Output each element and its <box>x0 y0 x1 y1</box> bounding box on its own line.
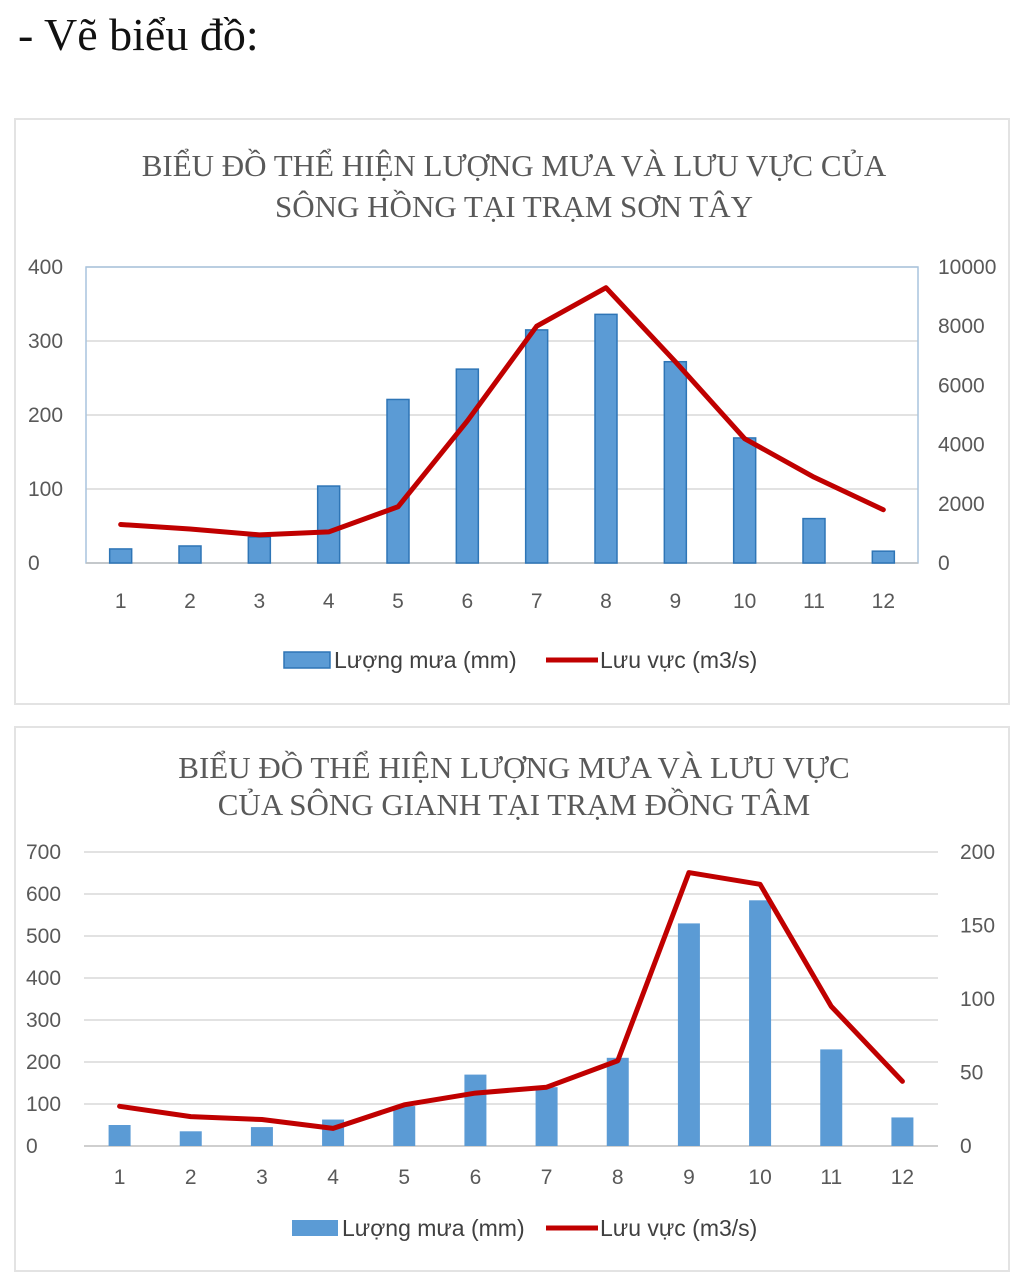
bar-9 <box>663 360 688 564</box>
left-axis-tick: 0 <box>26 1135 38 1158</box>
chart-song-gianh: BIỂU ĐỒ THỂ HIỆN LƯỢNG MƯA VÀ LƯU VỰCCỦA… <box>26 749 995 1241</box>
left-axis-tick: 200 <box>28 404 63 427</box>
right-axis-tick: 50 <box>960 1062 983 1085</box>
x-axis-tick: 11 <box>820 1166 842 1189</box>
bar-10 <box>732 437 757 564</box>
line-series-luu-vuc <box>118 285 886 538</box>
right-axis-tick: 200 <box>960 841 995 864</box>
x-axis-tick: 2 <box>184 590 196 613</box>
chart-title-line: SÔNG HỒNG TẠI TRẠM SƠN TÂY <box>275 188 753 224</box>
left-axis-tick: 300 <box>26 1009 61 1032</box>
line-series-luu-vuc <box>117 870 905 1131</box>
x-axis-tick: 12 <box>891 1166 914 1189</box>
x-axis-tick: 9 <box>669 590 681 613</box>
x-axis-tick: 8 <box>600 590 612 613</box>
right-axis-tick: 150 <box>960 915 995 938</box>
bar-5 <box>386 398 410 564</box>
bar-6 <box>455 368 480 564</box>
page-heading: - Vẽ biểu đồ: <box>18 9 259 60</box>
bar-3 <box>247 536 272 564</box>
chart-card-song-gianh: BIỂU ĐỒ THỂ HIỆN LƯỢNG MƯA VÀ LƯU VỰC CỦA… <box>14 726 1010 1272</box>
bar-8 <box>606 1057 629 1146</box>
x-axis-tick: 7 <box>531 590 543 613</box>
bar-1 <box>108 1125 131 1146</box>
left-axis-tick: 100 <box>26 1093 61 1116</box>
chart-title-line: CỦA SÔNG GIANH TẠI TRẠM ĐỒNG TÂM <box>218 786 810 822</box>
x-axis-tick: 8 <box>612 1166 624 1189</box>
bar-10 <box>749 900 772 1146</box>
bar-7 <box>535 1087 558 1146</box>
x-axis-tick: 10 <box>748 1166 771 1189</box>
bar-1 <box>108 548 133 564</box>
bar-4 <box>316 485 341 564</box>
left-axis-tick: 500 <box>26 925 61 948</box>
x-axis-tick: 6 <box>470 1166 482 1189</box>
bar-8 <box>594 313 618 564</box>
bar-11 <box>802 517 826 564</box>
legend-label-line: Lưu vực (m3/s) <box>600 1215 757 1241</box>
x-axis-tick: 2 <box>185 1166 197 1189</box>
left-axis-tick: 600 <box>26 883 61 906</box>
x-axis-tick: 5 <box>392 590 404 613</box>
bar-12 <box>871 550 896 564</box>
x-axis-tick: 6 <box>461 590 473 613</box>
x-axis-tick: 11 <box>803 590 825 613</box>
bar-12 <box>891 1117 914 1146</box>
left-axis-tick: 200 <box>26 1051 61 1074</box>
bar-3 <box>250 1127 273 1146</box>
left-axis-tick: 100 <box>28 478 63 501</box>
chart-song-hong: BIỂU ĐỒ THỂ HIỆN LƯỢNG MƯA VÀ LƯU VỰC CỦ… <box>28 147 996 673</box>
right-axis-tick: 10000 <box>938 256 996 279</box>
right-axis-tick: 2000 <box>938 493 985 516</box>
bar-6 <box>464 1074 487 1146</box>
left-axis-tick: 400 <box>26 967 61 990</box>
x-axis-tick: 12 <box>872 590 895 613</box>
right-axis-tick: 4000 <box>938 434 985 457</box>
x-axis-tick: 7 <box>541 1166 553 1189</box>
chart-card-song-hong: BIỂU ĐỒ THỂ HIỆN LƯỢNG MƯA VÀ LƯU VỰC CỦ… <box>14 118 1010 705</box>
right-axis-tick: 8000 <box>938 315 985 338</box>
legend-label-bar: Lượng mưa (mm) <box>342 1215 525 1241</box>
right-axis-tick: 0 <box>960 1135 972 1158</box>
chart-title-line: BIỂU ĐỒ THỂ HIỆN LƯỢNG MƯA VÀ LƯU VỰC <box>178 749 849 785</box>
left-axis-tick: 700 <box>26 841 61 864</box>
legend-label-line: Lưu vực (m3/s) <box>600 647 757 673</box>
bar-7 <box>524 329 549 564</box>
right-axis-tick: 0 <box>938 552 950 575</box>
bar-2 <box>179 1131 202 1146</box>
x-axis-tick: 1 <box>115 590 127 613</box>
x-axis-tick: 1 <box>114 1166 126 1189</box>
x-axis-tick: 3 <box>256 1166 268 1189</box>
bar-5 <box>393 1106 416 1146</box>
left-axis-tick: 400 <box>28 256 63 279</box>
legend-swatch-bar <box>292 1220 338 1236</box>
legend-swatch-bar <box>283 651 331 669</box>
x-axis-tick: 5 <box>398 1166 410 1189</box>
legend-label-bar: Lượng mưa (mm) <box>334 647 517 673</box>
x-axis-tick: 4 <box>327 1166 339 1189</box>
x-axis-tick: 4 <box>323 590 335 613</box>
x-axis-tick: 3 <box>253 590 265 613</box>
left-axis-tick: 0 <box>28 552 40 575</box>
chart-title-line: BIỂU ĐỒ THỂ HIỆN LƯỢNG MƯA VÀ LƯU VỰC CỦ… <box>142 147 887 183</box>
bar-2 <box>178 545 202 564</box>
x-axis-tick: 9 <box>683 1166 695 1189</box>
right-axis-tick: 6000 <box>938 374 985 397</box>
bar-11 <box>820 1049 843 1146</box>
bar-9 <box>677 923 700 1146</box>
x-axis-tick: 10 <box>733 590 756 613</box>
right-axis-tick: 100 <box>960 988 995 1011</box>
left-axis-tick: 300 <box>28 330 63 353</box>
